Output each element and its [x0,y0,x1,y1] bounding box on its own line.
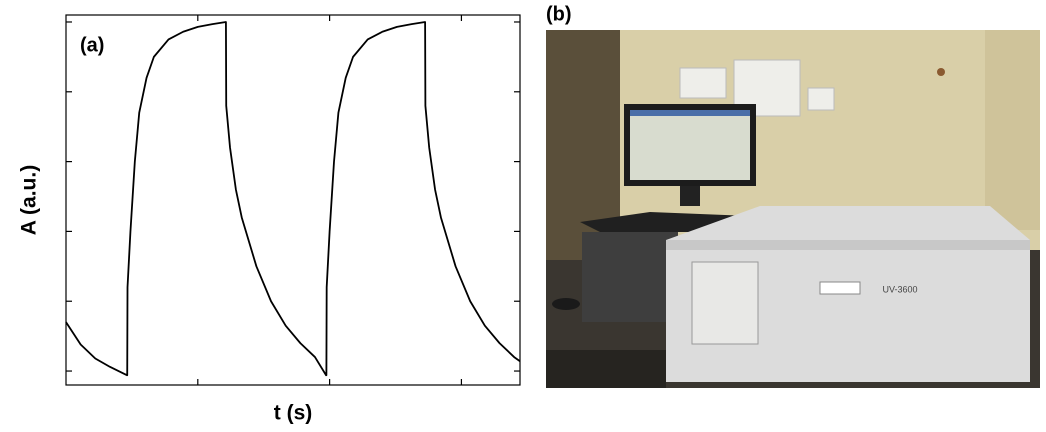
table [546,350,666,388]
panel-label: (b) [546,3,572,25]
wall-mark [937,68,945,76]
x-axis-label: t (s) [274,402,313,425]
instrument-dark [582,232,678,322]
plot-frame [65,14,521,386]
instrument-top [666,240,1030,250]
barcode [819,281,861,295]
photo: UV-3600 [546,30,1040,388]
data-line [65,21,521,377]
screen-bar [630,110,750,116]
instrument-door [691,261,759,345]
y-axis-label: A (a.u.) [18,165,41,235]
mouse [552,298,580,310]
panel-label: (a) [80,34,104,56]
switch-board [679,67,727,99]
instrument-label: UV-3600 [882,284,917,294]
wall-right [985,30,1040,230]
switch-board [807,87,835,111]
screen [630,110,750,180]
monitor-stand [680,186,700,206]
